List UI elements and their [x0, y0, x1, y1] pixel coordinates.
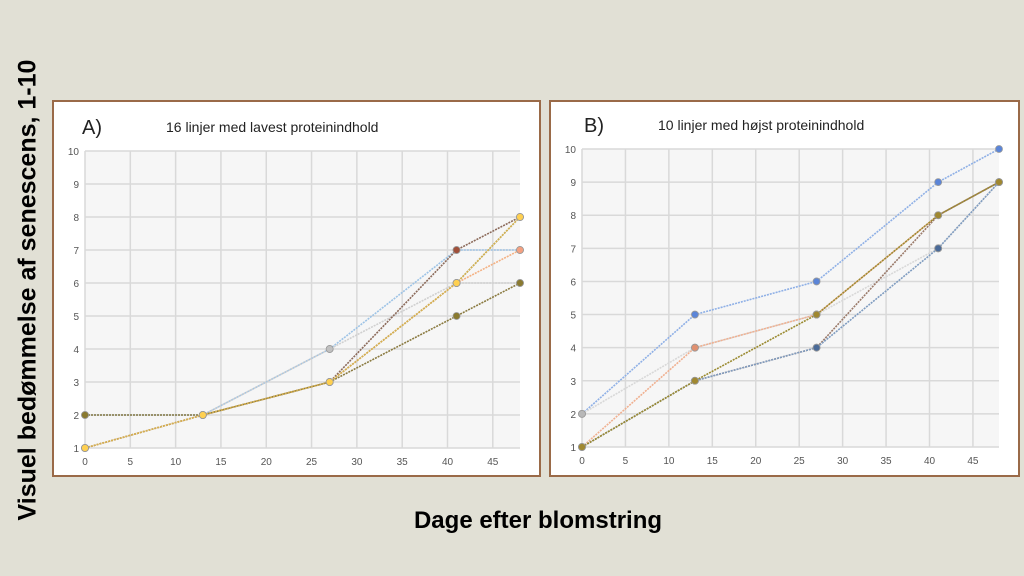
- chart-title-a: 16 linjer med lavest proteinindhold: [166, 119, 378, 135]
- data-point: [691, 343, 699, 352]
- data-point: [325, 345, 334, 353]
- data-point: [934, 211, 943, 220]
- data-point: [81, 411, 89, 419]
- x-tick-label: 40: [442, 457, 454, 468]
- y-tick-label: 4: [570, 344, 576, 355]
- data-point: [452, 246, 461, 254]
- x-tick-label: 25: [794, 456, 806, 467]
- x-tick-label: 10: [170, 457, 182, 468]
- data-point: [995, 178, 1003, 187]
- data-point: [452, 279, 461, 287]
- y-axis-label: Visuel bedømmelse af senescens, 1-10: [13, 59, 42, 521]
- x-tick-label: 10: [663, 456, 675, 467]
- data-point: [578, 409, 586, 418]
- y-tick-label: 7: [570, 244, 576, 255]
- x-tick-label: 0: [579, 456, 585, 467]
- y-tick-label: 3: [570, 377, 576, 388]
- x-tick-label: 5: [623, 456, 629, 467]
- y-tick-label: 9: [73, 180, 79, 191]
- x-tick-label: 45: [487, 457, 499, 468]
- y-tick-label: 3: [73, 378, 79, 389]
- x-tick-label: 0: [82, 457, 88, 468]
- y-tick-label: 7: [73, 246, 79, 257]
- x-tick-label: 15: [215, 457, 227, 468]
- data-point: [934, 178, 943, 187]
- chart-panel-b: B) 10 linjer med højst proteinindhold 1 2…: [549, 100, 1020, 477]
- data-point: [934, 244, 943, 253]
- series-line: [85, 282, 521, 416]
- data-point: [516, 213, 524, 221]
- y-tick-label: 1: [570, 443, 576, 454]
- x-tick-label: 25: [306, 457, 318, 468]
- y-tick-label: 10: [565, 145, 577, 156]
- data-point: [452, 312, 461, 320]
- x-tick-label: 35: [881, 456, 893, 467]
- series-line: [581, 181, 1000, 448]
- y-tick-label: 5: [73, 312, 79, 323]
- x-tick-label: 15: [707, 456, 719, 467]
- x-tick-label: 20: [750, 456, 762, 467]
- panel-label-a: A): [82, 117, 102, 139]
- plot-area: [582, 149, 999, 447]
- x-tick-label: 20: [261, 457, 273, 468]
- y-tick-label: 6: [73, 279, 79, 290]
- data-point: [995, 145, 1003, 153]
- data-point: [81, 444, 89, 452]
- y-tick-label: 10: [68, 147, 80, 158]
- x-tick-label: 30: [837, 456, 849, 467]
- chart-title-b: 10 linjer med højst proteinindhold: [658, 117, 864, 133]
- x-tick-label: 30: [351, 457, 363, 468]
- y-tick-label: 8: [570, 211, 576, 222]
- data-point: [691, 376, 699, 385]
- data-point: [812, 277, 821, 286]
- data-point: [812, 310, 821, 319]
- y-tick-label: 1: [73, 444, 79, 455]
- x-tick-label: 5: [128, 457, 134, 468]
- x-axis-label: Dage efter blomstring: [413, 507, 663, 534]
- x-tick-label: 35: [397, 457, 409, 468]
- chart-b-svg: B) 10 linjer med højst proteinindhold 1 2…: [565, 115, 1003, 467]
- chart-a-svg: A) 16 linjer med lavest proteinindhold 1…: [68, 117, 524, 468]
- chart-panel-a: A) 16 linjer med lavest proteinindhold 1…: [52, 100, 541, 477]
- y-tick-label: 2: [570, 410, 576, 421]
- y-tick-label: 5: [570, 311, 576, 322]
- data-point: [516, 246, 524, 254]
- data-point: [812, 343, 821, 352]
- plot-area: [85, 151, 520, 448]
- data-point: [691, 310, 699, 319]
- data-point: [516, 279, 524, 287]
- data-point: [198, 411, 207, 419]
- y-tick-label: 6: [570, 277, 576, 288]
- y-tick-label: 2: [73, 411, 79, 422]
- x-tick-label: 40: [924, 456, 936, 467]
- data-point: [325, 378, 334, 386]
- data-point: [578, 443, 586, 451]
- panel-label-b: B): [584, 115, 604, 137]
- y-tick-label: 4: [73, 345, 79, 356]
- y-tick-label: 8: [73, 213, 79, 224]
- x-tick-label: 45: [967, 456, 979, 467]
- y-tick-label: 9: [570, 178, 576, 189]
